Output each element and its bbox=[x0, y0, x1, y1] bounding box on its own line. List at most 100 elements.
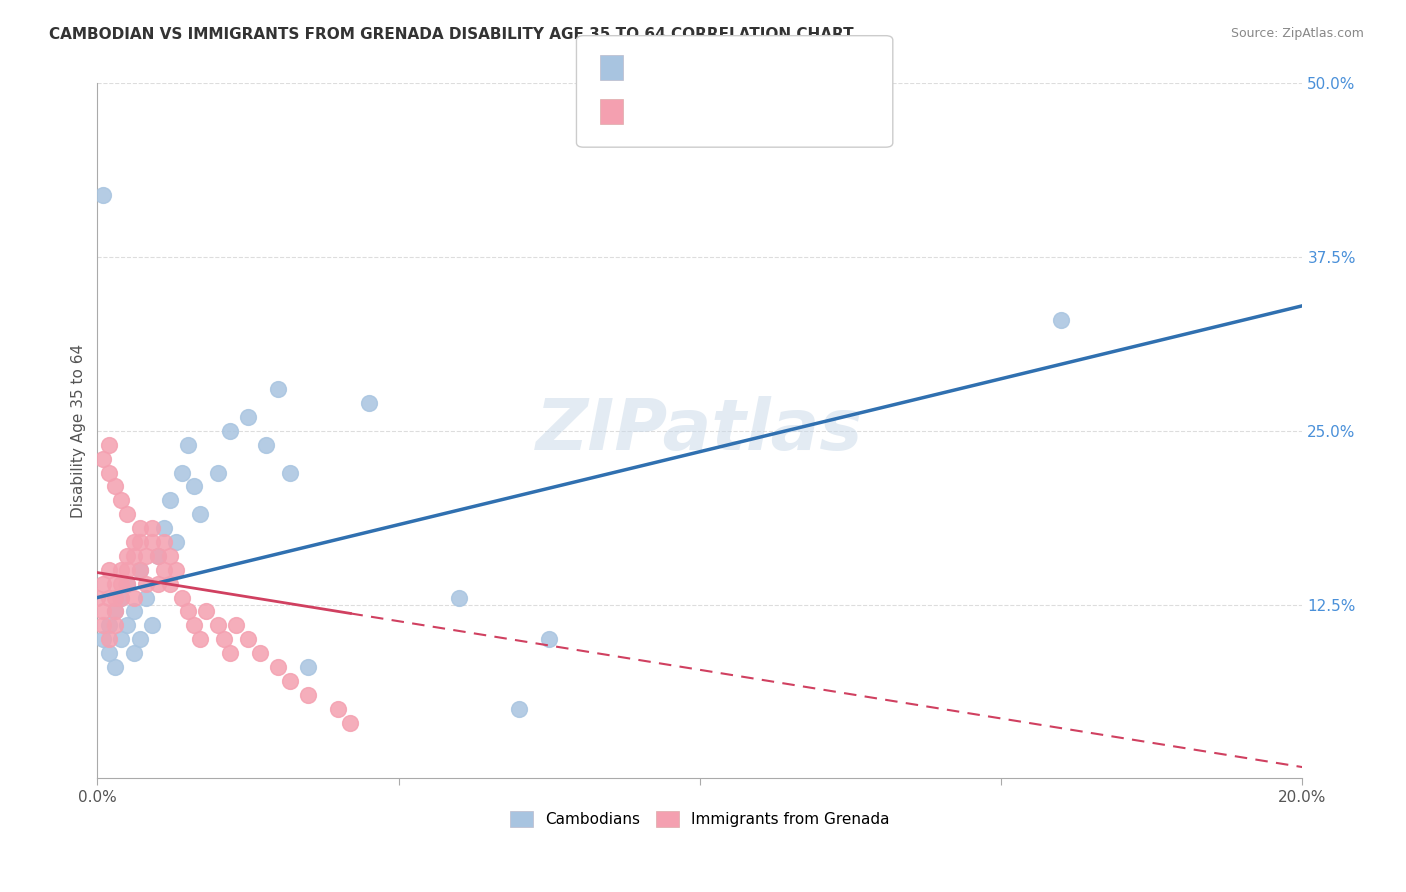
Point bbox=[447, 591, 470, 605]
Point bbox=[98, 438, 121, 452]
Point bbox=[236, 409, 259, 424]
Point bbox=[159, 549, 181, 563]
Point bbox=[328, 702, 350, 716]
Point bbox=[104, 605, 127, 619]
Point bbox=[219, 646, 242, 660]
Point bbox=[110, 563, 132, 577]
Point bbox=[98, 646, 121, 660]
Point bbox=[141, 618, 163, 632]
Point bbox=[122, 646, 145, 660]
Point bbox=[152, 521, 174, 535]
Point bbox=[128, 535, 150, 549]
Point bbox=[122, 591, 145, 605]
Point bbox=[117, 576, 139, 591]
Point bbox=[117, 507, 139, 521]
Point bbox=[93, 618, 115, 632]
Point bbox=[135, 576, 157, 591]
Point bbox=[110, 576, 132, 591]
Text: N = 36: N = 36 bbox=[735, 62, 793, 77]
Point bbox=[357, 396, 380, 410]
Point bbox=[110, 591, 132, 605]
Point bbox=[135, 591, 157, 605]
Point bbox=[122, 605, 145, 619]
Point bbox=[225, 618, 247, 632]
Point bbox=[117, 618, 139, 632]
Point bbox=[183, 479, 205, 493]
Point bbox=[207, 466, 229, 480]
Point bbox=[236, 632, 259, 647]
Point bbox=[128, 563, 150, 577]
Point bbox=[207, 618, 229, 632]
Point bbox=[128, 563, 150, 577]
Point bbox=[165, 535, 187, 549]
Point bbox=[128, 632, 150, 647]
Text: 0.388: 0.388 bbox=[679, 62, 727, 77]
Point bbox=[104, 605, 127, 619]
Point bbox=[141, 521, 163, 535]
Point bbox=[104, 618, 127, 632]
Point bbox=[508, 702, 530, 716]
Point bbox=[117, 563, 139, 577]
Point bbox=[104, 591, 127, 605]
Point bbox=[146, 549, 169, 563]
Point bbox=[122, 535, 145, 549]
Point bbox=[212, 632, 235, 647]
Point bbox=[93, 451, 115, 466]
Text: ZIPatlas: ZIPatlas bbox=[536, 396, 863, 466]
Point bbox=[135, 549, 157, 563]
Text: -0.212: -0.212 bbox=[679, 106, 734, 120]
Point bbox=[93, 605, 115, 619]
Point bbox=[93, 187, 115, 202]
Point bbox=[538, 632, 561, 647]
Point bbox=[170, 466, 193, 480]
Point bbox=[128, 521, 150, 535]
Point bbox=[117, 576, 139, 591]
Point bbox=[152, 563, 174, 577]
Point bbox=[117, 549, 139, 563]
Point bbox=[339, 715, 361, 730]
Point bbox=[219, 424, 242, 438]
Text: R =: R = bbox=[637, 106, 671, 120]
Text: R =: R = bbox=[637, 62, 671, 77]
Point bbox=[146, 576, 169, 591]
Point bbox=[98, 563, 121, 577]
Point bbox=[98, 466, 121, 480]
Point bbox=[152, 535, 174, 549]
Point bbox=[98, 591, 121, 605]
Point bbox=[297, 660, 319, 674]
Point bbox=[159, 493, 181, 508]
Point bbox=[93, 576, 115, 591]
Point bbox=[93, 632, 115, 647]
Point bbox=[122, 549, 145, 563]
Point bbox=[159, 576, 181, 591]
Y-axis label: Disability Age 35 to 64: Disability Age 35 to 64 bbox=[72, 343, 86, 518]
Point bbox=[1050, 312, 1073, 326]
Point bbox=[278, 466, 301, 480]
Point bbox=[278, 673, 301, 688]
Point bbox=[254, 438, 277, 452]
Text: N = 56: N = 56 bbox=[735, 106, 793, 120]
Text: Source: ZipAtlas.com: Source: ZipAtlas.com bbox=[1230, 27, 1364, 40]
Point bbox=[188, 632, 211, 647]
Point bbox=[110, 591, 132, 605]
Point bbox=[177, 605, 200, 619]
Point bbox=[183, 618, 205, 632]
Point bbox=[104, 479, 127, 493]
Point bbox=[170, 591, 193, 605]
Point bbox=[249, 646, 271, 660]
Point bbox=[194, 605, 217, 619]
Point bbox=[267, 660, 290, 674]
Point bbox=[110, 493, 132, 508]
Point bbox=[165, 563, 187, 577]
Point bbox=[98, 632, 121, 647]
Legend: Cambodians, Immigrants from Grenada: Cambodians, Immigrants from Grenada bbox=[505, 805, 896, 833]
Text: CAMBODIAN VS IMMIGRANTS FROM GRENADA DISABILITY AGE 35 TO 64 CORRELATION CHART: CAMBODIAN VS IMMIGRANTS FROM GRENADA DIS… bbox=[49, 27, 853, 42]
Point bbox=[267, 382, 290, 396]
Point bbox=[110, 632, 132, 647]
Point bbox=[177, 438, 200, 452]
Point bbox=[297, 688, 319, 702]
Point bbox=[188, 507, 211, 521]
Point bbox=[141, 535, 163, 549]
Point bbox=[104, 576, 127, 591]
Point bbox=[98, 618, 121, 632]
